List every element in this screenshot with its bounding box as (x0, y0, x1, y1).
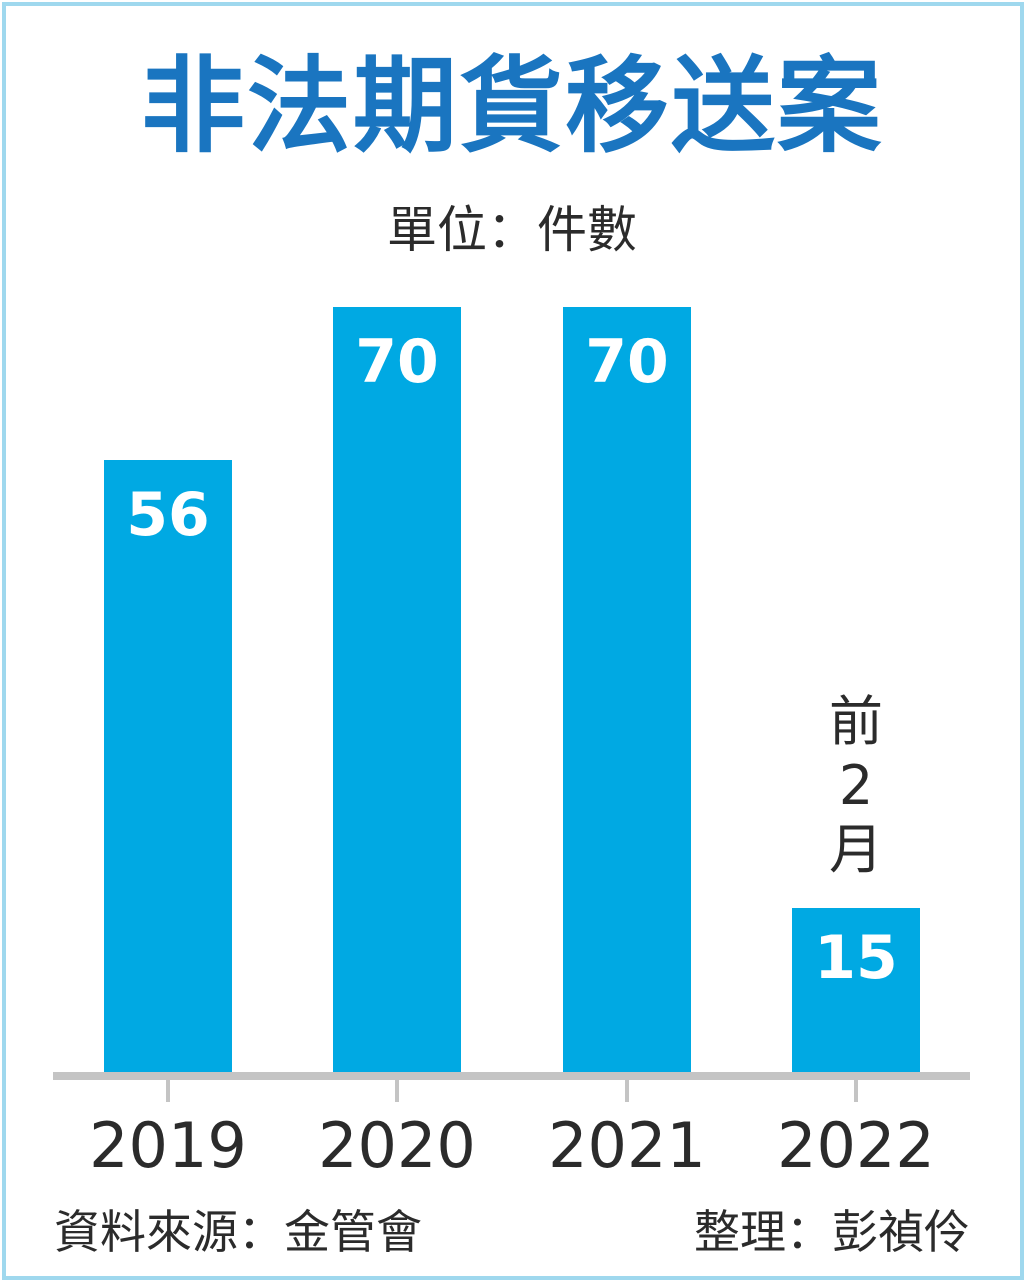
bar-2019: 56 (104, 460, 232, 1072)
x-axis-tick (625, 1080, 629, 1102)
annotation-first-two-months: 前 2 月 (792, 690, 920, 882)
x-axis-label-2019: 2019 (89, 1109, 247, 1182)
x-axis-line (53, 1072, 970, 1080)
compiler-credit: 整理：彭禎伶 (694, 1205, 970, 1259)
bar-value-label: 15 (814, 923, 898, 993)
bar-2020: 70 (333, 307, 461, 1072)
bar-value-label: 56 (126, 480, 210, 550)
source-credit: 資料來源：金管會 (54, 1205, 422, 1259)
chart-title: 非法期貨移送案 (140, 45, 883, 167)
bar-value-label: 70 (355, 327, 439, 397)
unit-label: 單位：件數 (387, 201, 637, 259)
x-axis-tick (854, 1080, 858, 1102)
annotation-line-3: 月 (829, 818, 883, 881)
bar-2022: 15 (792, 908, 920, 1072)
annotation-line-2: 2 (838, 754, 874, 817)
annotation-line-1: 前 (829, 690, 883, 753)
bar-value-label: 70 (585, 327, 669, 397)
x-axis-label-2022: 2022 (777, 1109, 935, 1182)
bar-2021: 70 (563, 307, 691, 1072)
x-axis-label-2020: 2020 (318, 1109, 476, 1182)
x-axis-tick (395, 1080, 399, 1102)
x-axis-tick (166, 1080, 170, 1102)
x-axis-label-2021: 2021 (548, 1109, 706, 1182)
